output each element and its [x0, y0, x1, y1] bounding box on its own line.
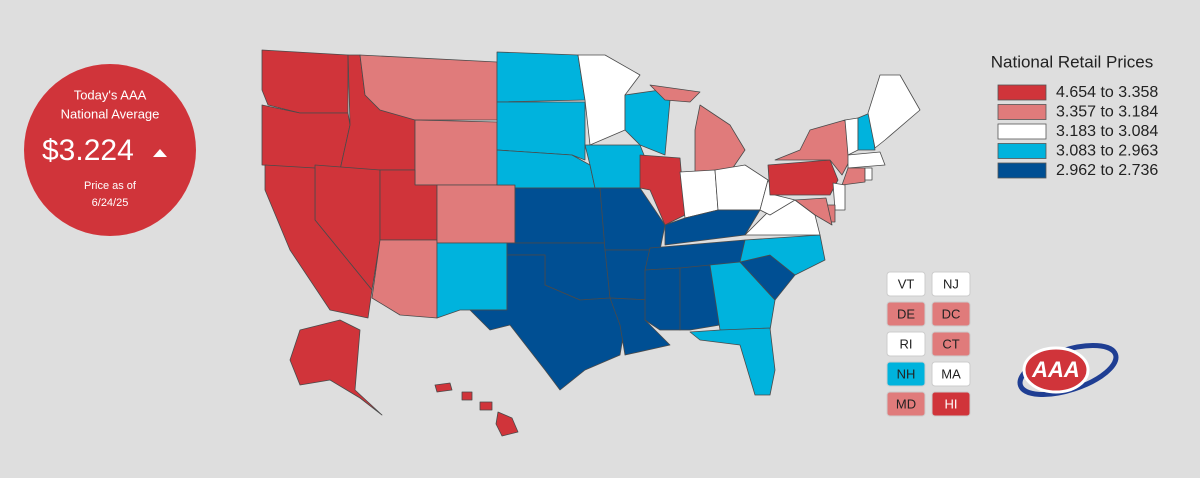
state [264, 164, 373, 319]
legend: National Retail Prices 4.654 to 3.358 3.3… [991, 52, 1159, 179]
state-box [886, 271, 926, 297]
state-box-label: RI [900, 336, 913, 351]
state [359, 54, 498, 121]
state [261, 49, 349, 114]
state-box [886, 361, 926, 387]
state [867, 74, 921, 149]
small-states: VT NJ DE DC RI CT NH MA MD HI [886, 271, 971, 417]
state [679, 264, 721, 331]
state [514, 187, 606, 244]
state-box-label: MA [941, 366, 961, 381]
state [436, 184, 516, 244]
state [436, 242, 508, 319]
legend-label: 3.357 to 3.184 [1056, 104, 1158, 121]
state-box-label: DE [897, 306, 915, 321]
state [479, 401, 493, 411]
state [767, 159, 839, 196]
state [847, 151, 886, 169]
state [644, 267, 681, 331]
state-box [886, 331, 926, 357]
state-box [886, 301, 926, 327]
state [841, 167, 866, 186]
state [649, 84, 701, 103]
aaa-logo: AAA [1017, 342, 1119, 398]
legend-label: 3.083 to 2.963 [1056, 143, 1158, 160]
state [496, 101, 586, 161]
legend-swatch [997, 104, 1047, 120]
state [679, 169, 719, 219]
state-box-label: MD [896, 396, 916, 411]
state-box-label: NJ [943, 276, 959, 291]
legend-label: 3.183 to 3.084 [1056, 123, 1158, 140]
state [495, 411, 519, 437]
us-map [261, 49, 921, 437]
badge-line2: National Average [61, 106, 160, 121]
logo-text: AAA [1031, 357, 1080, 382]
state [864, 167, 873, 181]
state [709, 261, 776, 331]
state [832, 182, 846, 211]
badge-date: 6/24/25 [92, 197, 129, 209]
state [759, 179, 796, 216]
state-box [931, 271, 971, 297]
state [496, 51, 586, 103]
state-box [931, 361, 971, 387]
badge-asof: Price as of [84, 180, 137, 192]
badge-price: $3.224 [42, 134, 134, 167]
state-box-label: CT [942, 336, 959, 351]
state-box [931, 331, 971, 357]
state [371, 239, 438, 319]
legend-title: National Retail Prices [991, 52, 1154, 71]
state-box [886, 391, 926, 417]
legend-swatch [997, 162, 1047, 179]
state [261, 104, 351, 171]
state [794, 197, 833, 226]
badge-line1: Today's AAA [74, 87, 147, 102]
state-box [931, 301, 971, 327]
state [469, 254, 626, 391]
state [414, 119, 498, 186]
up-arrow [153, 149, 167, 157]
state [434, 382, 453, 393]
legend-swatch [997, 123, 1047, 140]
badge: Today's AAA National Average $3.224 Pric… [24, 64, 196, 236]
state [461, 391, 473, 401]
state-box [931, 391, 971, 417]
state-box-label: NH [897, 366, 916, 381]
badge-circle [24, 64, 196, 236]
state-box-label: HI [945, 396, 958, 411]
state-box-label: DC [942, 306, 961, 321]
legend-label: 2.962 to 2.736 [1056, 162, 1158, 179]
state [289, 319, 383, 416]
logo-oval [1022, 346, 1090, 394]
state [689, 327, 776, 396]
state-box-label: VT [898, 276, 915, 291]
legend-swatch [997, 143, 1047, 159]
legend-label: 4.654 to 3.358 [1056, 84, 1158, 101]
legend-swatch [997, 84, 1047, 101]
